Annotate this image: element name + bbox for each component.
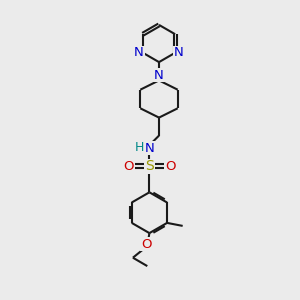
Text: N: N bbox=[154, 69, 164, 82]
Text: N: N bbox=[174, 46, 184, 59]
Text: O: O bbox=[165, 160, 175, 173]
Text: O: O bbox=[123, 160, 134, 173]
Text: O: O bbox=[141, 238, 152, 251]
Text: H: H bbox=[135, 141, 145, 154]
Text: N: N bbox=[145, 142, 154, 155]
Text: S: S bbox=[145, 159, 154, 173]
Text: N: N bbox=[134, 46, 144, 59]
